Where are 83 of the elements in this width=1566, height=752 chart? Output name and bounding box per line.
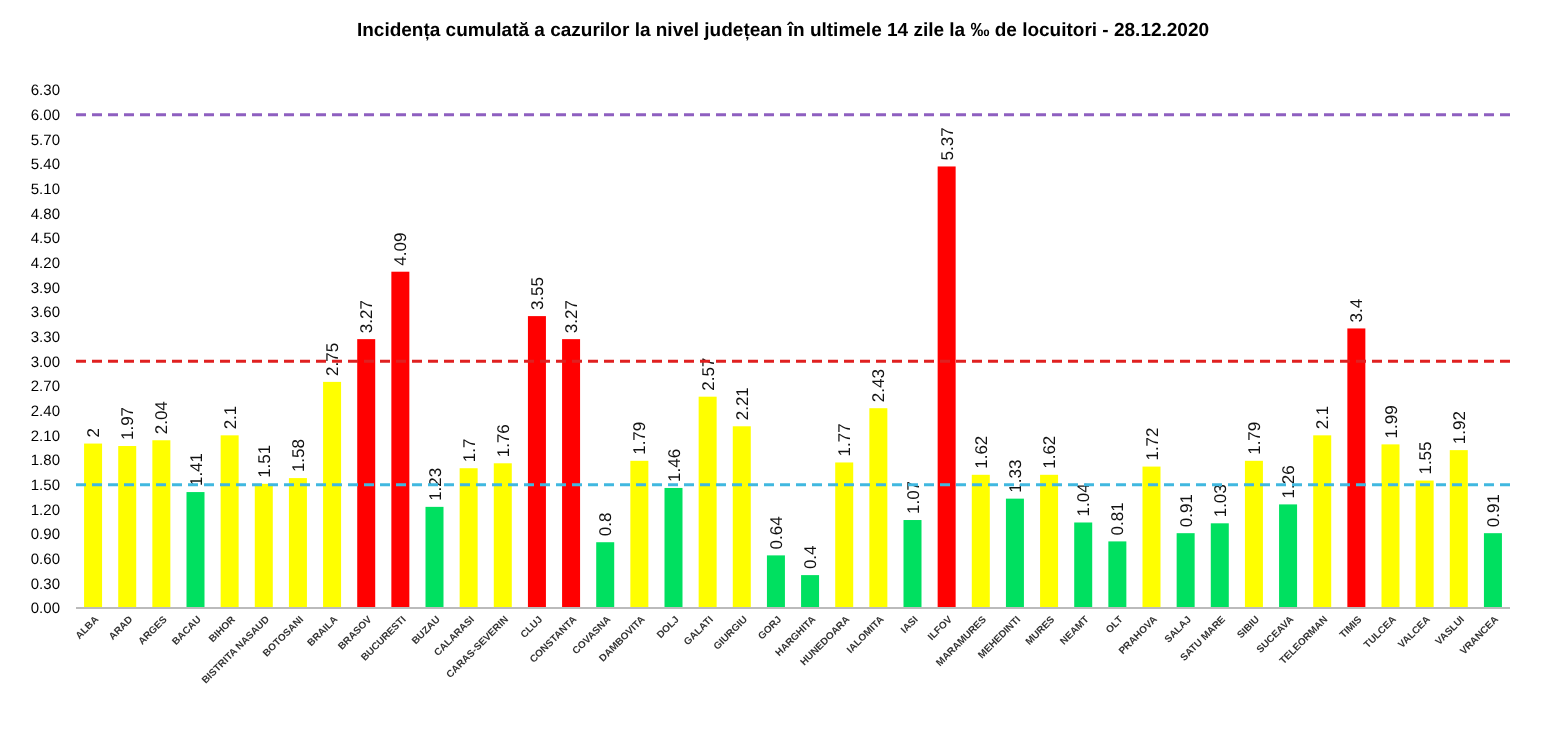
data-label: 1.99	[1380, 404, 1401, 439]
bar	[971, 474, 990, 608]
bar	[527, 316, 546, 608]
bar	[186, 492, 205, 608]
data-label: 2	[83, 427, 104, 438]
bar	[1176, 533, 1195, 608]
bar	[937, 166, 956, 608]
data-label: 1.33	[1004, 459, 1025, 493]
data-label: 1.97	[117, 406, 138, 441]
data-label: 1.55	[1414, 440, 1435, 475]
data-label: 3.27	[561, 299, 582, 334]
data-label: 1.41	[185, 452, 206, 487]
bar	[152, 440, 171, 608]
bar	[84, 443, 103, 608]
bar	[630, 460, 649, 608]
data-label: 4.09	[390, 232, 411, 266]
bar	[1415, 480, 1434, 608]
bar	[220, 435, 239, 608]
bar	[493, 463, 512, 608]
data-label: 1.03	[1209, 483, 1230, 518]
data-label: 0.8	[595, 512, 616, 537]
bar	[1347, 328, 1366, 608]
data-label: 1.26	[1278, 464, 1299, 499]
data-label: 0.4	[800, 544, 821, 570]
data-label: 0.91	[1482, 493, 1503, 528]
bar	[1244, 460, 1263, 608]
data-label: 1.92	[1448, 410, 1469, 445]
data-label: 3.4	[1346, 298, 1367, 323]
data-label: 1.76	[492, 423, 513, 458]
bar	[1142, 466, 1161, 608]
data-label: 2.75	[322, 342, 343, 376]
bar	[664, 487, 683, 608]
data-label: 0.81	[1107, 501, 1128, 536]
bar	[1381, 444, 1400, 608]
bar	[1210, 523, 1229, 608]
data-label: 1.7	[458, 438, 479, 463]
data-label: 1.77	[834, 422, 855, 457]
data-label: 3.27	[356, 299, 377, 334]
data-label: 1.62	[1039, 435, 1060, 469]
bar	[698, 396, 717, 608]
bar	[118, 446, 137, 608]
bar	[801, 575, 820, 608]
chart-title: Incidența cumulată a cazurilor la nivel județean în ultimele 14 zile la ‰ de locuitori - 28.12.2020	[356, 20, 1210, 42]
bar	[1449, 450, 1468, 608]
data-label: 1.04	[1073, 482, 1094, 517]
data-label: 1.23	[424, 467, 445, 501]
bar	[1108, 541, 1127, 608]
bar	[835, 462, 854, 608]
data-label: 1.72	[1141, 426, 1162, 461]
bar	[766, 555, 785, 608]
data-label: 1.51	[253, 444, 274, 478]
data-label: 0.91	[1175, 493, 1196, 528]
bar	[254, 483, 273, 608]
bar	[1483, 533, 1502, 608]
data-label: 5.37	[936, 126, 957, 161]
bar	[1074, 522, 1093, 608]
data-label: 1.62	[970, 435, 991, 469]
bar	[562, 339, 581, 608]
data-label: 2.1	[1312, 405, 1333, 430]
data-label: 1.79	[1243, 421, 1264, 455]
bar	[1040, 474, 1059, 608]
data-label: 1.58	[287, 438, 308, 473]
data-label: 2.1	[219, 405, 240, 430]
bar	[1005, 498, 1024, 608]
bar	[903, 520, 922, 608]
bar	[323, 381, 342, 608]
data-label: 1.46	[663, 448, 684, 482]
data-label: 2.43	[868, 368, 889, 403]
bar	[391, 271, 410, 608]
data-label: 3.55	[526, 276, 547, 311]
data-label: 0.64	[765, 515, 786, 550]
data-label: 2.21	[731, 386, 752, 421]
bar	[1313, 435, 1332, 608]
bar	[425, 506, 444, 608]
data-label: 1.79	[629, 421, 650, 455]
bar	[1279, 504, 1298, 608]
data-label: 2.04	[151, 400, 172, 435]
bar	[869, 408, 888, 608]
bar	[596, 542, 615, 608]
bar	[732, 426, 751, 608]
bar	[459, 468, 478, 608]
bar	[288, 478, 307, 608]
bar	[357, 339, 376, 608]
